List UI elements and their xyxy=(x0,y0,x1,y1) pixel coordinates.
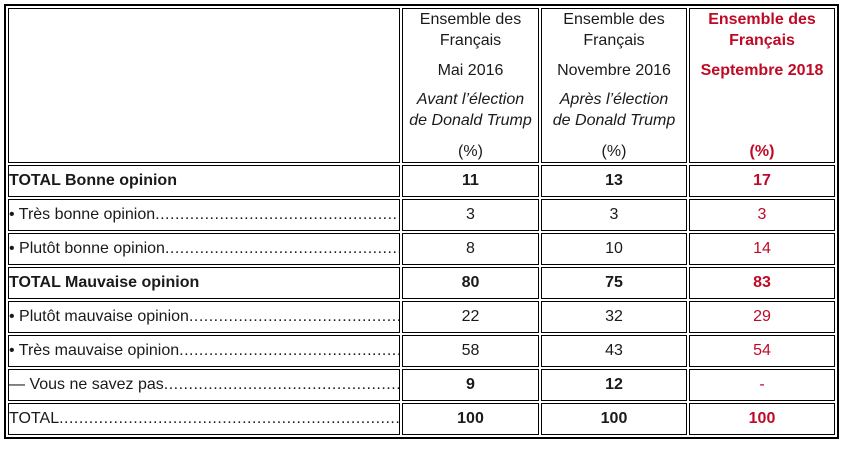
opinion-poll-table: Ensemble des Français Mai 2016 Avant l’é… xyxy=(4,4,839,439)
row-label: • Très mauvaise opinion xyxy=(9,342,180,359)
column-percent-label: (%) xyxy=(601,143,627,160)
column-title: Ensemble des Français xyxy=(563,11,665,49)
value-cell: 80 xyxy=(402,267,539,299)
row-label: — Vous ne savez pas xyxy=(9,376,164,393)
column-title: Ensemble des Français xyxy=(708,11,816,49)
column-title: Ensemble des Français xyxy=(419,11,522,49)
header-cell-empty xyxy=(8,8,400,163)
column-date: Novembre 2016 xyxy=(557,62,671,79)
dot-leader: ........................................… xyxy=(155,206,399,223)
table-row-total-mauvaise-opinion: TOTAL Mauvaise opinion 80 75 83 xyxy=(8,267,835,299)
value-cell: 29 xyxy=(689,301,835,333)
row-label: TOTAL Bonne opinion xyxy=(9,172,177,189)
table-row-tres-mauvaise-opinion: • Très mauvaise opinion ................… xyxy=(8,335,835,367)
row-label: • Plutôt bonne opinion xyxy=(9,240,165,257)
row-label-cell: • Plutôt mauvaise opinion ..............… xyxy=(8,301,400,333)
row-label: TOTAL Mauvaise opinion xyxy=(9,274,200,291)
dot-leader: ........................................… xyxy=(188,308,399,325)
row-label-cell: TOTAL Bonne opinion xyxy=(8,165,400,197)
column-date: Septembre 2018 xyxy=(700,62,824,79)
row-label-cell: • Plutôt bonne opinion .................… xyxy=(8,233,400,265)
column-note-line2: de Donald Trump xyxy=(552,112,676,129)
value-cell: 17 xyxy=(689,165,835,197)
row-label: TOTAL xyxy=(9,410,60,427)
table-row-total: TOTAL ..................................… xyxy=(8,403,835,435)
value-cell: 8 xyxy=(402,233,539,265)
value-cell: 13 xyxy=(541,165,687,197)
value-cell: 3 xyxy=(402,199,539,231)
table-row-plutot-mauvaise-opinion: • Plutôt mauvaise opinion ..............… xyxy=(8,301,835,333)
column-note-line2: de Donald Trump xyxy=(409,112,532,129)
row-label-cell: TOTAL Mauvaise opinion xyxy=(8,267,400,299)
value-cell: 22 xyxy=(402,301,539,333)
dot-leader: ........................................… xyxy=(59,410,399,427)
value-cell: 14 xyxy=(689,233,835,265)
value-cell: 9 xyxy=(402,369,539,401)
column-note: Avant l’élection de Donald Trump xyxy=(409,89,531,131)
table-row-vous-ne-savez-pas: — Vous ne savez pas ....................… xyxy=(8,369,835,401)
value-cell: 43 xyxy=(541,335,687,367)
value-cell: 58 xyxy=(402,335,539,367)
header-row: Ensemble des Français Mai 2016 Avant l’é… xyxy=(8,8,835,163)
header-cell-november-2016: Ensemble des Français Novembre 2016 Aprè… xyxy=(541,8,687,163)
row-label: • Très bonne opinion xyxy=(9,206,156,223)
row-label-cell: — Vous ne savez pas ....................… xyxy=(8,369,400,401)
dot-leader: ........................................… xyxy=(179,342,399,359)
value-cell: - xyxy=(689,369,835,401)
table-row-plutot-bonne-opinion: • Plutôt bonne opinion .................… xyxy=(8,233,835,265)
column-note-line1: Avant l’élection xyxy=(416,91,525,108)
value-cell: 12 xyxy=(541,369,687,401)
dot-leader: ........................................… xyxy=(163,376,399,393)
row-label-cell: • Très bonne opinion ...................… xyxy=(8,199,400,231)
value-cell: 100 xyxy=(402,403,539,435)
value-cell: 11 xyxy=(402,165,539,197)
header-cell-may-2016: Ensemble des Français Mai 2016 Avant l’é… xyxy=(402,8,539,163)
value-cell: 54 xyxy=(689,335,835,367)
value-cell: 83 xyxy=(689,267,835,299)
column-percent-label: (%) xyxy=(749,143,775,160)
column-percent-label: (%) xyxy=(458,143,483,160)
value-cell: 3 xyxy=(541,199,687,231)
value-cell: 3 xyxy=(689,199,835,231)
value-cell: 75 xyxy=(541,267,687,299)
value-cell: 100 xyxy=(541,403,687,435)
table-row-total-bonne-opinion: TOTAL Bonne opinion 11 13 17 xyxy=(8,165,835,197)
table-row-tres-bonne-opinion: • Très bonne opinion ...................… xyxy=(8,199,835,231)
dot-leader: ........................................… xyxy=(164,240,399,257)
column-date: Mai 2016 xyxy=(437,62,504,79)
value-cell: 100 xyxy=(689,403,835,435)
row-label: • Plutôt mauvaise opinion xyxy=(9,308,189,325)
value-cell: 32 xyxy=(541,301,687,333)
column-note-line1: Après l’élection xyxy=(559,91,669,108)
header-cell-september-2018: Ensemble des Français Septembre 2018 (%) xyxy=(689,8,835,163)
column-note: Après l’élection de Donald Trump xyxy=(553,89,675,131)
value-cell: 10 xyxy=(541,233,687,265)
row-label-cell: TOTAL ..................................… xyxy=(8,403,400,435)
row-label-cell: • Très mauvaise opinion ................… xyxy=(8,335,400,367)
